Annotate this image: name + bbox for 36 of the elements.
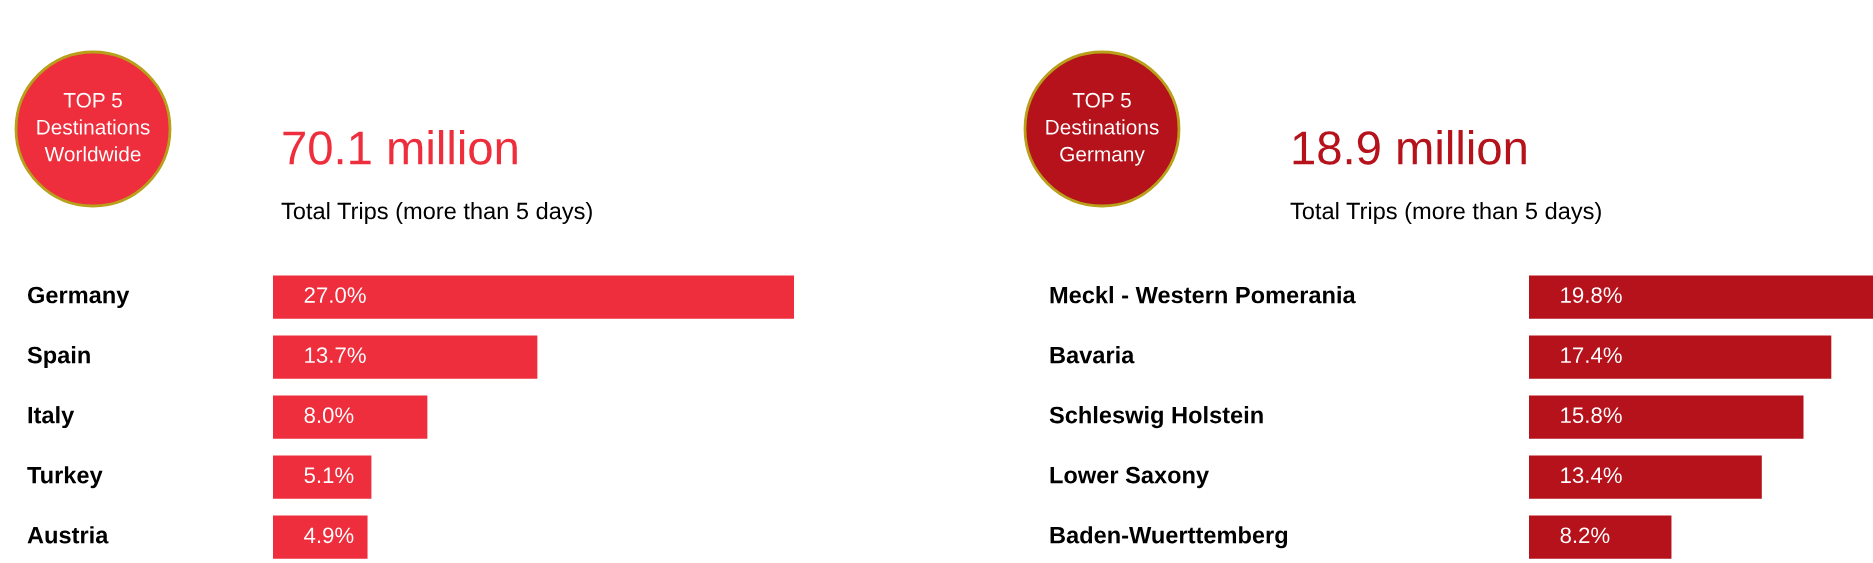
- y-tick-label: Baden-Wuerttemberg: [1050, 526, 1288, 549]
- bar: [1529, 455, 1762, 499]
- y-tick-label: Schleswig Holstein: [1049, 406, 1263, 429]
- data-label: 15.8%: [1561, 407, 1622, 424]
- data-label: 8.0%: [304, 407, 354, 424]
- bar: [273, 515, 368, 559]
- y-tick-label: Lower Saxony: [1050, 466, 1209, 489]
- bar: [273, 395, 428, 439]
- y-tick-label: Austria: [27, 526, 109, 544]
- bar: [273, 275, 794, 319]
- data-label: 4.9%: [304, 527, 354, 544]
- y-tick-label: Germany: [27, 286, 130, 309]
- chart-subtitle: 70.1 million: [283, 129, 517, 165]
- data-label: 19.8%: [1561, 287, 1622, 303]
- bar: [1529, 395, 1804, 439]
- data-label: 27.0%: [304, 287, 366, 303]
- bar: [273, 335, 538, 379]
- y-tick-label: Italy: [28, 406, 75, 429]
- text: Total Trips (more than 5 days): [1290, 202, 1601, 224]
- bar: [1529, 335, 1832, 379]
- data-label: 8.2%: [1560, 527, 1610, 544]
- y-tick-label: Bavaria: [1050, 346, 1135, 364]
- data-label: 17.4%: [1561, 347, 1622, 363]
- y-tick-label: Spain: [27, 346, 90, 369]
- text: Total Trips (more than 5 days): [281, 202, 592, 224]
- data-label: 13.7%: [305, 347, 366, 364]
- bar: [1529, 515, 1672, 559]
- bar: [1529, 275, 1873, 319]
- y-tick-label: Meckl - Western Pomerania: [1050, 286, 1356, 304]
- y-tick-label: Turkey: [27, 466, 103, 489]
- bar: [273, 455, 372, 499]
- text: TOP 5 Destinations Worldwide: [37, 92, 150, 162]
- text: TOP 5 Destinations Germany: [1046, 92, 1159, 166]
- data-label: 5.1%: [304, 467, 354, 484]
- data-label: 13.4%: [1561, 467, 1622, 484]
- chart-subtitle: 18.9 million: [1293, 129, 1526, 165]
